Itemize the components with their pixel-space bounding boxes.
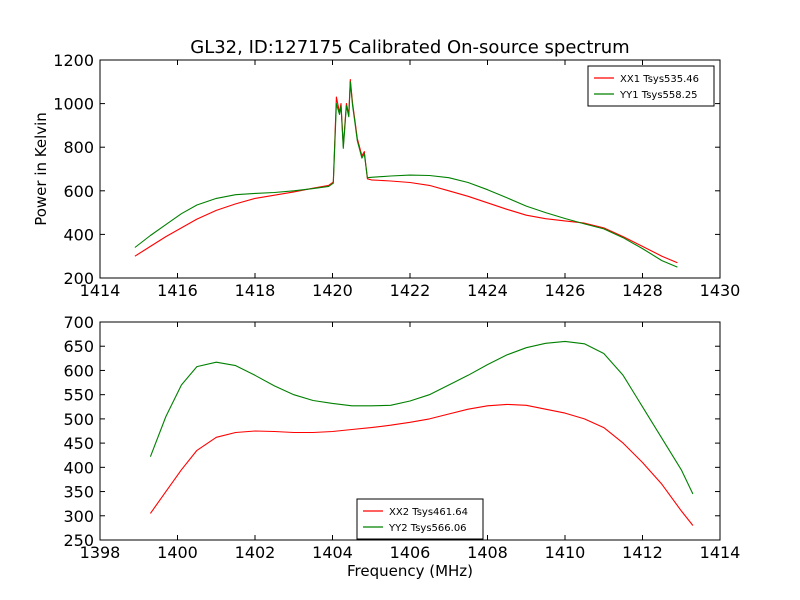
legend-box	[587, 65, 715, 107]
x-tick-label: 1408	[467, 543, 508, 562]
x-tick-label: 1428	[622, 281, 663, 300]
series-line-1	[149, 403, 694, 526]
legend-label: XX2 Tsys461.64	[389, 507, 468, 518]
x-tick-label: 1414	[80, 281, 121, 300]
y-tick-label: 1200	[53, 51, 94, 70]
x-tick-label: 1426	[545, 281, 586, 300]
y-tick-label: 500	[63, 410, 94, 429]
series-group	[149, 340, 694, 526]
y-tick-label: 700	[63, 313, 94, 332]
legend-label: XX1 Tsys535.46	[620, 74, 699, 85]
x-tick-label: 1402	[235, 543, 276, 562]
x-tick-label: 1420	[312, 281, 353, 300]
y-tick-label: 600	[63, 361, 94, 380]
x-tick-label: 1422	[390, 281, 431, 300]
y-tick-label: 400	[63, 225, 94, 244]
y-tick-label: 1000	[53, 95, 94, 114]
series-line-2	[149, 340, 694, 495]
y-axis-label: Power in Kelvin	[32, 112, 50, 226]
y-tick-label: 350	[63, 483, 94, 502]
x-tick-label: 1398	[80, 543, 121, 562]
x-tick-label: 1416	[157, 281, 198, 300]
legend-label: YY2 Tsys566.06	[388, 523, 467, 534]
x-tick-label: 1410	[545, 543, 586, 562]
x-tick-label: 1404	[312, 543, 353, 562]
y-tick-label: 400	[63, 458, 94, 477]
y-tick-label: 250	[63, 531, 94, 550]
legend-label: YY1 Tsys558.25	[619, 90, 698, 101]
x-tick-label: 1412	[622, 543, 663, 562]
x-tick-label: 1414	[700, 543, 741, 562]
x-tick-label: 1430	[700, 281, 741, 300]
y-tick-label: 200	[63, 269, 94, 288]
legend: XX1 Tsys535.46 YY1 Tsys558.25	[587, 65, 715, 107]
series-group	[134, 79, 678, 268]
series-line-2	[134, 81, 678, 268]
legend-box	[356, 498, 484, 540]
y-tick-label: 650	[63, 337, 94, 356]
x-tick-label: 1418	[235, 281, 276, 300]
y-tick-label: 550	[63, 386, 94, 405]
x-tick-label: 1424	[467, 281, 508, 300]
y-tick-label: 800	[63, 138, 94, 157]
x-tick-label: 1406	[390, 543, 431, 562]
x-axis-label: Frequency (MHz)	[347, 562, 473, 580]
x-tick-label: 1400	[157, 543, 198, 562]
chart-title: GL32, ID:127175 Calibrated On-source spe…	[190, 37, 629, 58]
y-tick-label: 300	[63, 507, 94, 526]
bottom-plot: 1398 1400 1402 1404 1406 1408 1410 1412 1414 250 3…	[63, 313, 740, 580]
y-tick-label: 450	[63, 434, 94, 453]
legend: XX2 Tsys461.64 YY2 Tsys566.06	[356, 498, 484, 540]
top-plot: 1414 1416 1418 1420 1422 1424 1426 1428 1430 200 4…	[32, 51, 740, 300]
y-tick-label: 600	[63, 182, 94, 201]
